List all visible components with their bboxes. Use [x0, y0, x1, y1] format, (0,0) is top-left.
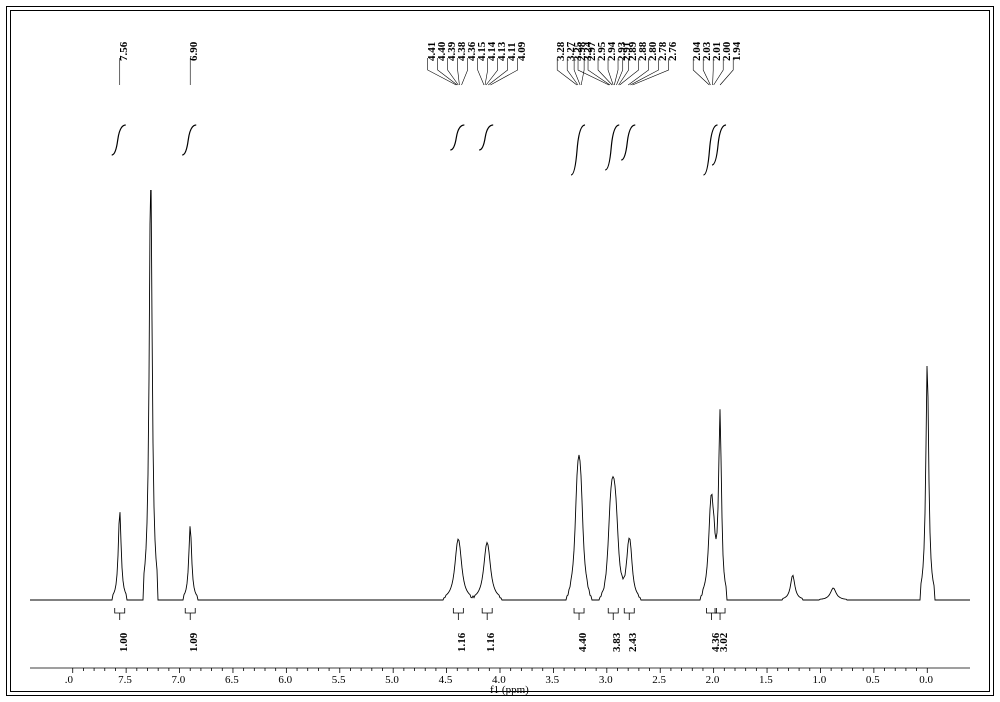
axis-tick-label: 6.5	[225, 674, 239, 686]
axis-tick-label: 5.0	[385, 674, 399, 686]
axis-tick-label: 0.0	[919, 674, 933, 686]
x-axis-title: f1 (ppm)	[490, 684, 529, 696]
integral-curves	[0, 0, 1000, 702]
axis-tick-label: 1.0	[812, 674, 826, 686]
axis-tick-label: 3.5	[545, 674, 559, 686]
axis-tick-label: 7.0	[172, 674, 186, 686]
axis-tick-label: 7.5	[118, 674, 132, 686]
axis-tick-label: 2.5	[652, 674, 666, 686]
axis-tick-label: 2.0	[706, 674, 720, 686]
axis-tick-label: 0.5	[866, 674, 880, 686]
axis-tick-label: 1.5	[759, 674, 773, 686]
axis-tick-label: .0	[65, 674, 73, 686]
axis-tick-label: 4.5	[439, 674, 453, 686]
axis-tick-label: 6.0	[278, 674, 292, 686]
axis-tick-label: 3.0	[599, 674, 613, 686]
axis-tick-label: 5.5	[332, 674, 346, 686]
